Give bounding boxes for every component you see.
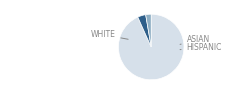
Wedge shape xyxy=(146,14,151,47)
Text: WHITE: WHITE xyxy=(90,30,128,39)
Wedge shape xyxy=(118,14,184,80)
Text: HISPANIC: HISPANIC xyxy=(180,43,222,52)
Text: ASIAN: ASIAN xyxy=(180,35,210,44)
Wedge shape xyxy=(138,15,151,47)
